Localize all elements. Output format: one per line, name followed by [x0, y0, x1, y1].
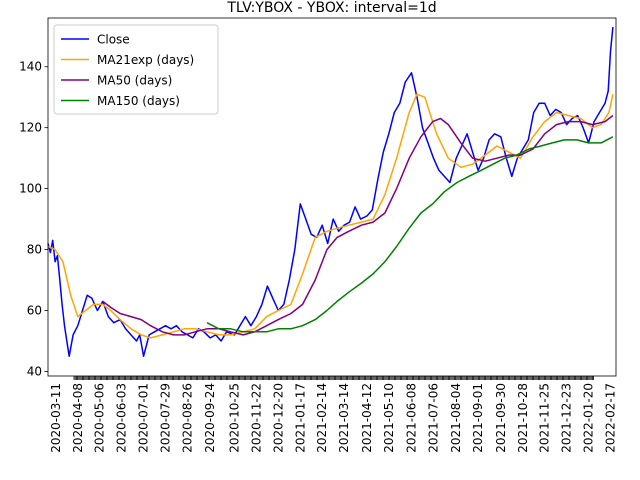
x-tick-label: 2020-04-08	[71, 383, 85, 453]
x-tick-label: 2021-03-14	[337, 383, 351, 453]
x-tick-label: 2021-04-12	[360, 383, 374, 453]
x-tick-label: 2020-06-03	[115, 383, 129, 453]
series-line-1	[47, 93, 614, 339]
chart-title: TLV:YBOX - YBOX: interval=1d	[226, 0, 436, 16]
series-line-2	[102, 114, 614, 336]
x-tick-label: 2021-02-14	[315, 383, 329, 453]
x-tick-label: 2020-08-26	[181, 383, 195, 453]
legend-box	[53, 24, 219, 115]
x-tick-label: 2020-05-06	[93, 383, 107, 453]
x-tick-label: 2020-03-11	[49, 383, 63, 453]
x-tick-label: 2021-09-01	[471, 383, 485, 453]
x-tick-label: 2022-02-17	[604, 383, 618, 453]
y-tick-label: 100	[19, 182, 42, 196]
x-tick-label: 2022-01-20	[582, 383, 596, 453]
x-minor-ticks	[73, 376, 594, 380]
x-tick-label: 2021-06-08	[405, 383, 419, 453]
x-tick-label: 2020-07-01	[137, 383, 151, 453]
y-tick-label: 60	[27, 303, 42, 317]
y-tick-label: 140	[19, 60, 42, 74]
x-tick-label: 2020-12-20	[271, 383, 285, 453]
x-tick-label: 2021-09-30	[494, 383, 508, 453]
x-tick-label: 2021-11-25	[538, 383, 552, 453]
y-tick-label: 120	[19, 121, 42, 135]
x-tick-label: 2020-10-25	[228, 383, 242, 453]
legend-label: MA50 (days)	[97, 74, 172, 88]
x-tick-label: 2020-09-24	[203, 383, 217, 453]
x-tick-label: 2021-07-06	[427, 383, 441, 453]
x-tick-label: 2021-05-10	[382, 383, 396, 453]
plot-area: 40 60 80 100 120 140 2020-03-11 2020-04-08 2020-…	[19, 17, 618, 453]
x-tick-label: 2021-08-04	[449, 383, 463, 453]
series-line-3	[206, 136, 614, 333]
axes-frame	[47, 17, 617, 377]
x-tick-label: 2021-12-23	[560, 383, 574, 453]
x-tick-label: 2020-07-29	[159, 383, 173, 453]
legend-label: Close	[97, 33, 130, 47]
y-tick-label: 40	[27, 364, 42, 378]
y-tick-label: 80	[27, 243, 42, 257]
legend-label: MA21exp (days)	[97, 53, 194, 67]
legend: Close MA21exp (days) MA50 (days) MA150 (day…	[53, 24, 219, 115]
x-tick-label: 2021-10-28	[516, 383, 530, 453]
x-tick-label: 2021-01-17	[293, 383, 307, 453]
legend-label: MA150 (days)	[97, 94, 180, 108]
x-tick-label: 2020-11-22	[249, 383, 263, 453]
